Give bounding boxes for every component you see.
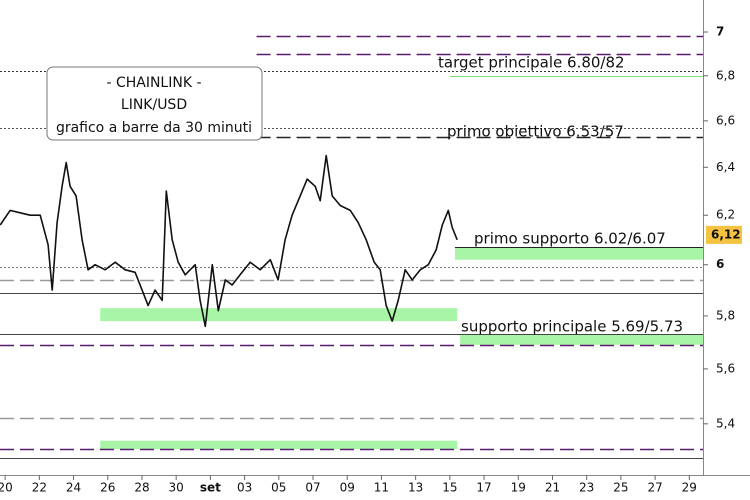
x-tick-label: 19	[511, 481, 526, 495]
support-zone	[100, 308, 458, 322]
price-line	[0, 154, 458, 328]
title-box	[46, 66, 263, 141]
y-tick-label: 6,8	[716, 68, 735, 82]
y-tick-label: 5,4	[716, 416, 735, 430]
x-tick-label: 26	[100, 481, 115, 495]
x-tick-label: 29	[682, 481, 697, 495]
title-line: grafico a barre da 30 minuti	[56, 120, 252, 136]
y-tick-label: 5,8	[716, 308, 735, 322]
x-tick-label: 27	[647, 481, 662, 495]
x-tick-label: 20	[0, 481, 13, 495]
annotation: primo obiettivo 6.53/57	[447, 123, 624, 141]
x-tick-label: 07	[305, 481, 320, 495]
x-tick-label: 11	[374, 481, 389, 495]
x-tick-label: 28	[134, 481, 149, 495]
y-tick-label: 7	[716, 25, 724, 39]
x-tick-label: 13	[408, 481, 423, 495]
title-line: - CHAINLINK -	[106, 75, 201, 91]
x-tick-label: 25	[613, 481, 628, 495]
x-tick-label: 05	[271, 481, 286, 495]
annotation: primo supporto 6.02/6.07	[474, 230, 666, 248]
support-zone	[460, 334, 703, 345]
annotation: target principale 6.80/82	[438, 54, 625, 72]
annotation: supporto principale 5.69/5.73	[461, 318, 683, 336]
x-tick-label: 03	[237, 481, 252, 495]
y-tick-label: 6,6	[716, 113, 735, 127]
y-tick-label: 6,4	[716, 160, 735, 174]
title-line: LINK/USD	[121, 97, 187, 113]
x-tick-label: 09	[340, 481, 355, 495]
x-tick-label: 15	[442, 481, 457, 495]
last-price-box	[706, 225, 742, 244]
support-zone	[100, 440, 458, 450]
last-price-label: 6,12	[711, 227, 741, 241]
support-zone	[454, 247, 703, 260]
x-tick-label: 30	[169, 481, 184, 495]
x-tick-label: 24	[66, 481, 81, 495]
x-tick-label: 22	[32, 481, 47, 495]
y-tick-label: 5,6	[716, 361, 735, 375]
y-tick-label: 6,2	[716, 208, 735, 222]
x-tick-label: 23	[579, 481, 594, 495]
x-tick-label: 21	[545, 481, 560, 495]
x-tick-label: 17	[476, 481, 491, 495]
y-tick-label: 6	[716, 257, 724, 271]
x-tick-label: set	[200, 481, 221, 495]
